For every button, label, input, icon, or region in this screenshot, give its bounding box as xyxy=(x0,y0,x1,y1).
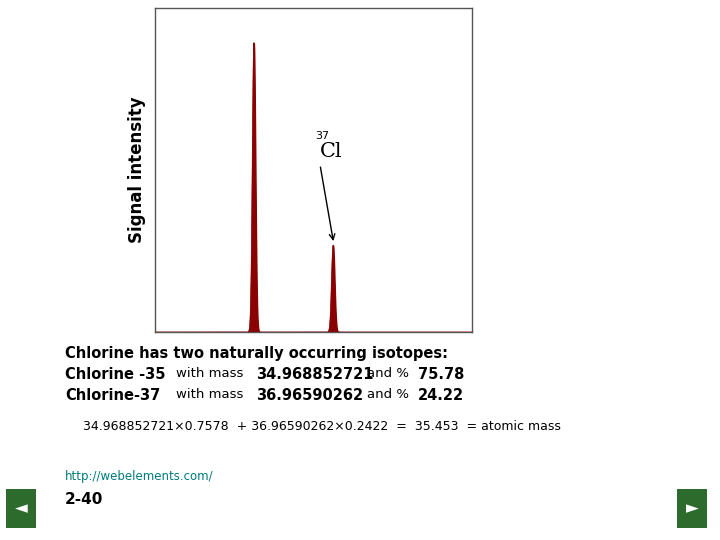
Text: and %: and % xyxy=(367,388,409,401)
Text: 34.968852721: 34.968852721 xyxy=(256,367,373,382)
Text: with mass: with mass xyxy=(176,388,244,401)
Text: Chlorine-37: Chlorine-37 xyxy=(65,388,160,403)
Text: 36.96590262: 36.96590262 xyxy=(256,388,363,403)
Text: Chlorine -35: Chlorine -35 xyxy=(65,367,166,382)
Text: with mass: with mass xyxy=(176,367,244,380)
Text: and %: and % xyxy=(367,367,409,380)
Text: 24.22: 24.22 xyxy=(418,388,464,403)
Text: ►: ► xyxy=(685,500,698,518)
Text: Cl: Cl xyxy=(320,143,343,161)
Y-axis label: Signal intensity: Signal intensity xyxy=(128,97,146,244)
Text: 37: 37 xyxy=(315,131,329,141)
Text: http://webelements.com/: http://webelements.com/ xyxy=(65,470,213,483)
Text: Chlorine has two naturally occurring isotopes:: Chlorine has two naturally occurring iso… xyxy=(65,346,448,361)
Text: 2-40: 2-40 xyxy=(65,492,103,508)
Text: 75.78: 75.78 xyxy=(418,367,464,382)
Text: ◄: ◄ xyxy=(14,500,27,518)
Text: 34.968852721×0.7578  + 36.96590262×0.2422  =  35.453  = atomic mass: 34.968852721×0.7578 + 36.96590262×0.2422… xyxy=(83,420,561,433)
